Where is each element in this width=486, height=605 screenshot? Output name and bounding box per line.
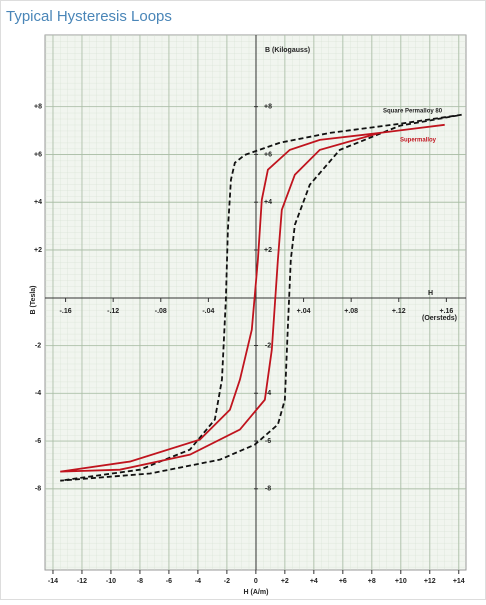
x-tick-label: +10	[395, 578, 407, 585]
x2-tick-label: -.04	[202, 308, 214, 315]
x-tick-label: 0	[254, 578, 258, 585]
x-tick-label: -10	[106, 578, 116, 585]
hysteresis-curve	[60, 123, 445, 473]
y-tick-label: -2	[35, 342, 41, 349]
y-axis-inner-label: B (Kilogauss)	[265, 47, 310, 54]
x-tick-label: -12	[77, 578, 87, 585]
y2-tick-label: -6	[265, 438, 271, 445]
y-tick-label: -6	[35, 438, 41, 445]
y2-tick-label: +6	[264, 151, 272, 158]
x2-tick-label: -.08	[155, 308, 167, 315]
y-tick-label: +8	[34, 103, 42, 110]
x-axis-inner-unit: (Oersteds)	[422, 315, 457, 322]
chart-title: Typical Hysteresis Loops	[6, 8, 172, 25]
x-tick-label: +8	[368, 578, 376, 585]
x-tick-label: -8	[137, 578, 143, 585]
y2-tick-label: -2	[265, 342, 271, 349]
x-tick-label: -6	[166, 578, 172, 585]
x-tick-label: -2	[224, 578, 230, 585]
y-tick-label: +6	[34, 151, 42, 158]
x2-tick-label: -.16	[60, 308, 72, 315]
x-tick-label: -4	[195, 578, 201, 585]
x-axis-inner-letter: H	[428, 290, 433, 297]
x-tick-label: +12	[424, 578, 436, 585]
legend-label: Supermalloy	[400, 138, 437, 144]
legend-label: Square Permalloy 80	[383, 109, 443, 115]
y-axis-label: B (Tesla)	[30, 285, 37, 314]
x2-tick-label: +.16	[439, 308, 453, 315]
y2-tick-label: -8	[265, 486, 271, 493]
x-tick-label: +14	[453, 578, 465, 585]
x2-tick-label: +.08	[344, 308, 358, 315]
y-tick-label: -4	[35, 390, 41, 397]
x-tick-label: -14	[48, 578, 58, 585]
y2-tick-label: +2	[264, 247, 272, 254]
x-axis-label: H (A/m)	[244, 589, 269, 596]
x2-tick-label: -.12	[107, 308, 119, 315]
y2-tick-label: +4	[264, 199, 272, 206]
x-tick-label: +2	[281, 578, 289, 585]
y2-tick-label: -4	[265, 390, 271, 397]
x2-tick-label: +.12	[392, 308, 406, 315]
x-tick-label: +6	[339, 578, 347, 585]
y-tick-label: -8	[35, 486, 41, 493]
hysteresis-curve	[60, 113, 462, 482]
y-tick-label: +2	[34, 247, 42, 254]
y2-tick-label: +8	[264, 103, 272, 110]
x-tick-label: +4	[310, 578, 318, 585]
x2-tick-label: +.04	[297, 308, 311, 315]
y-tick-label: +4	[34, 199, 42, 206]
